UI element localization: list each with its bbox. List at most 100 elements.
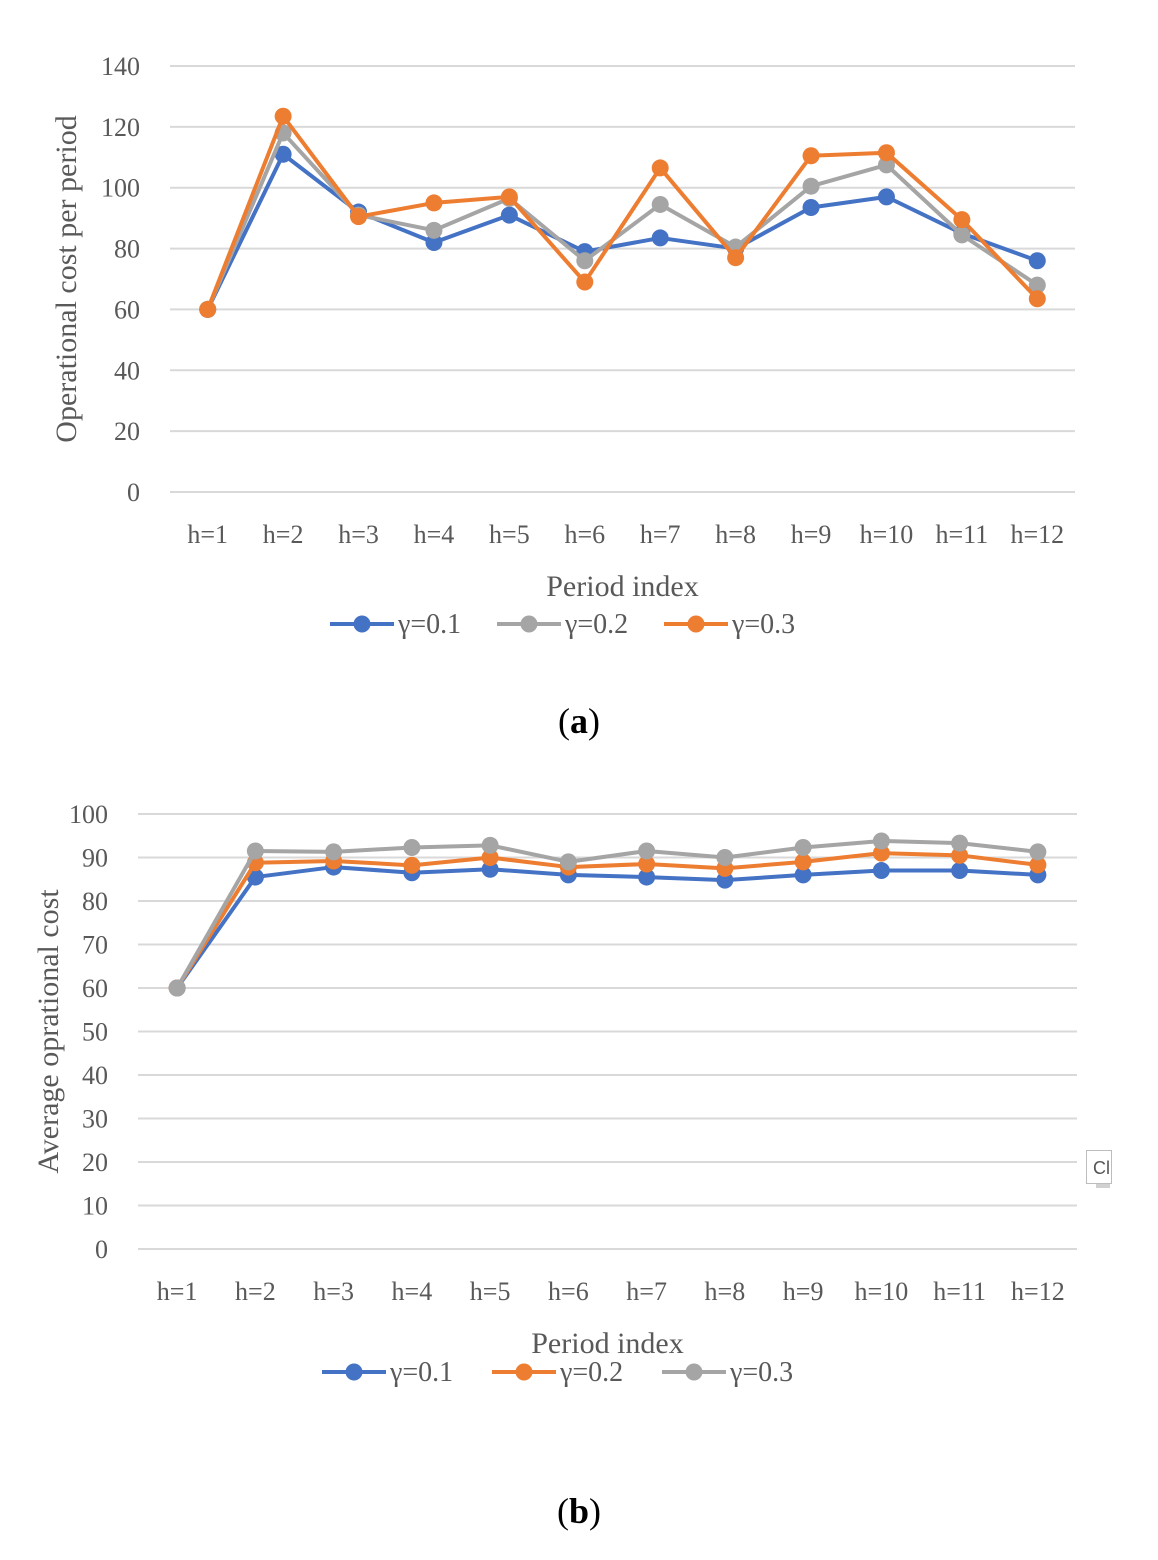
chart-a-x-tick-label: h=11 [936,520,989,549]
chart-b-y-tick-label: 10 [82,1192,108,1221]
chart-a-x-tick-label: h=9 [791,520,832,549]
chart-a-series-3-point [953,211,971,229]
chart-b-series-2-line [175,851,1039,990]
chart-b-series-3-point [325,843,343,861]
chart-b-y-tick-label: 70 [82,931,108,960]
chart-b-series-1-line [175,865,1038,990]
chart-b-x-tick-label: h=11 [933,1277,986,1306]
chart-b: 0 10 20 30 40 50 60 70 80 90 100 h=1 h=2 h=3 h=4 h=5 h=6… [32,800,1077,1388]
chart-b-x-tick-label: h=4 [392,1277,433,1306]
chart-b-series-1-point [794,866,812,884]
chart-b-y-tick-label: 0 [95,1235,108,1264]
chart-b-series-1 [168,858,1047,997]
chart-b-legend-item-3: γ=0.3 [662,1357,793,1388]
chart-a-series-1-point [877,188,895,206]
chart-a-legend-label: γ=0.2 [564,609,628,640]
chart-a-x-tick-label: h=8 [715,520,756,549]
chart-a-legend-swatch-marker [353,615,371,633]
chart-a-series-1-point [500,206,518,224]
chart-b-legend-item-2: γ=0.2 [492,1357,623,1388]
caption-b-label: b [568,1491,590,1531]
chart-b-series-3-point [559,853,577,871]
chart-a-x-tick-label: h=5 [489,520,530,549]
chart-a-y-tick-label: 120 [101,113,140,142]
chart-b-x-tick-label: h=7 [626,1277,667,1306]
chart-b-x-tick-label: h=5 [470,1277,511,1306]
chart-b-series-2 [168,844,1047,997]
chart-a-legend-label: γ=0.3 [731,609,795,640]
chart-a-series-2-point [1028,276,1046,294]
chart-b-series-3-point [638,842,656,860]
chart-b-series-3-point [246,842,264,860]
chart-b-series-3-point [951,834,969,852]
chart-a-series-1-point [1028,252,1046,270]
chart-a-series-3-point [425,194,443,212]
chart-a-series-3-point [576,273,594,291]
chart-b-x-axis-title: Period index [531,1327,683,1360]
chart-b-series-3 [168,832,1047,997]
chart-a-series-1-point [802,198,820,216]
chart-b-y-tick-label: 80 [82,887,108,916]
chart-a-series-1-point [651,229,669,247]
chart-b-series-3-point [716,849,734,866]
chart-b-x-tick-label: h=8 [705,1277,746,1306]
chart-b-series-3-line [175,838,1039,989]
chart-b-y-tick-label: 20 [82,1148,108,1177]
chart-b-legend-swatch-marker [685,1363,703,1381]
chart-a-legend-item-3: γ=0.3 [664,609,795,640]
chart-b-series-3-point [168,979,186,997]
chart-a-series-3-point [651,159,669,177]
chart-control-button[interactable]: Cl [1086,1150,1112,1184]
chart-b-x-tick-label: h=9 [783,1277,824,1306]
chart-a-series-3-point [199,300,217,318]
chart-b-legend-swatch-marker [345,1363,363,1381]
chart-a-series-2-point [802,177,820,195]
chart-b-legend-swatch-marker [515,1363,533,1381]
chart-b-x-tick-label: h=10 [855,1277,909,1306]
chart-a-y-tick-label: 80 [114,235,140,264]
chart-b-series-1-point [716,871,734,889]
chart-b-series-1-point [638,868,656,886]
chart-b-x-tick-label: h=3 [313,1277,354,1306]
chart-b-series-2-point [794,853,812,871]
chart-a-y-tick-label: 20 [114,417,140,446]
chart-a-legend-item-1: γ=0.1 [330,609,461,640]
chart-b-series-2-point [1029,856,1047,874]
chart-b-legend-label: γ=0.1 [389,1357,453,1388]
chart-a-series-3 [199,107,1046,318]
chart-control-shadow [1096,1184,1110,1188]
chart-a-x-tick-label: h=6 [564,520,605,549]
chart-b-y-tick-label: 100 [69,800,108,829]
chart-b-series-3-point [872,832,890,850]
chart-a-series-3-point [1028,290,1046,308]
chart-a: 0 20 40 60 80 100 120 140 h=1 h=2 h=3 h=4 h=5 h=6 h=7 h… [50,52,1075,640]
caption-b: (b) [556,1491,602,1531]
chart-b-series-2-point [481,849,499,866]
chart-a-series-3-point [274,107,292,125]
chart-a-x-tick-label: h=1 [187,520,228,549]
chart-b-series-2-point [951,846,969,864]
chart-b-y-tick-label: 50 [82,1018,108,1047]
chart-b-x-tick-label: h=2 [235,1277,276,1306]
chart-b-x-tick-label: h=1 [157,1277,198,1306]
chart-a-x-tick-label: h=4 [414,520,455,549]
chart-b-y-tick-label: 60 [82,974,108,1003]
chart-a-legend-item-2: γ=0.2 [497,609,628,640]
chart-a-x-tick-label: h=7 [640,520,681,549]
chart-b-series-1-point [951,862,969,880]
chart-b-y-axis-title: Average oprational cost [32,889,65,1174]
chart-b-legend-label: γ=0.2 [559,1357,623,1388]
chart-b-series-2-point [403,856,421,874]
chart-b-legend-item-1: γ=0.1 [322,1357,453,1388]
chart-a-legend-label: γ=0.1 [397,609,461,640]
chart-a-series-3-point [877,144,895,162]
chart-a-series-1-point [425,233,443,251]
chart-a-x-tick-label: h=2 [263,520,304,549]
chart-b-x-tick-label: h=12 [1011,1277,1065,1306]
chart-b-series-2-point [872,844,890,862]
chart-a-series-2-line [205,130,1039,311]
chart-a-x-tick-label: h=10 [860,520,914,549]
chart-b-y-tick-label: 30 [82,1105,108,1134]
chart-b-series-1-point [872,862,890,880]
chart-b-series-3-point [794,838,812,856]
